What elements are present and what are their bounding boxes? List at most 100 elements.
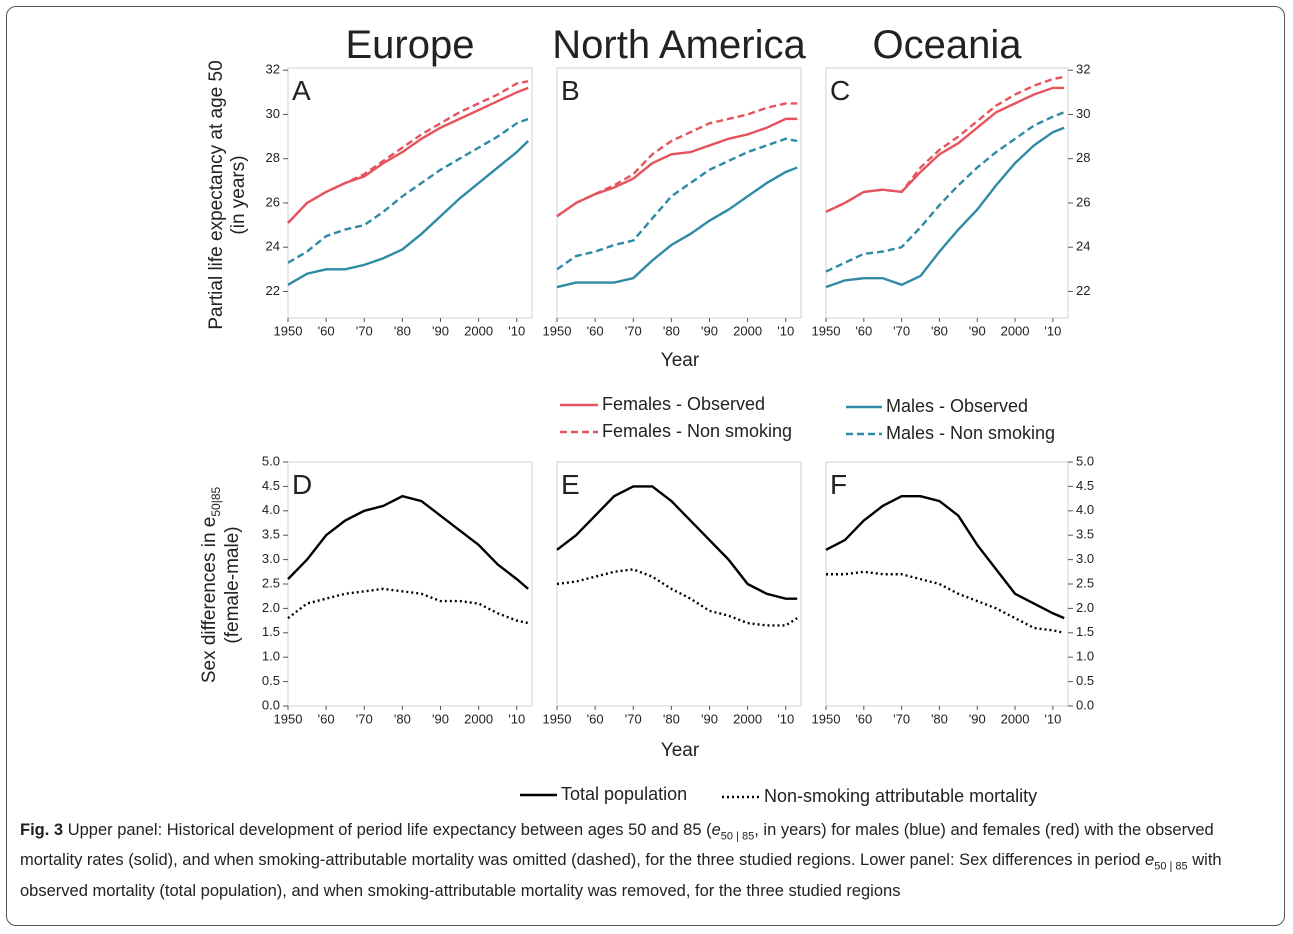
- series-line: [826, 570, 1065, 634]
- plot-border: [825, 67, 1069, 319]
- panel-title: North America: [552, 23, 806, 67]
- plot-border: [556, 67, 802, 319]
- panel-title: Europe: [346, 23, 475, 67]
- x-tick-label: '70: [356, 711, 373, 726]
- series-line: [556, 137, 798, 271]
- x-tick-label: '60: [855, 711, 872, 726]
- plot-border: [287, 67, 533, 319]
- series-line: [287, 86, 529, 224]
- y-tick-label: 30: [1076, 106, 1090, 121]
- y-tick-label: 3.0: [262, 551, 280, 566]
- figure-frame: [6, 6, 1285, 926]
- y-tick-label: 2.5: [262, 575, 280, 590]
- x-tick-label: 2000: [464, 323, 493, 338]
- y-axis-label: Partial life expectancy at age 50: [206, 60, 227, 329]
- y-tick-label: 30: [266, 106, 280, 121]
- y-tick-label: 4.5: [1076, 478, 1094, 493]
- y-tick-label: 32: [266, 62, 280, 77]
- x-tick-label: 1950: [812, 323, 841, 338]
- y-tick-label: 4.0: [262, 502, 280, 517]
- y-tick-label: 3.0: [1076, 551, 1094, 566]
- x-tick-label: '60: [318, 711, 335, 726]
- legend-label: Non-smoking attributable mortality: [764, 786, 1037, 806]
- x-tick-label: '70: [893, 711, 910, 726]
- caption-label: Fig. 3: [20, 821, 64, 839]
- caption-text: Upper panel: Historical development of p…: [67, 821, 712, 839]
- x-tick-label: '90: [969, 323, 986, 338]
- y-axis-label: (female-male): [222, 526, 243, 643]
- x-tick-label: '10: [508, 711, 525, 726]
- x-tick-label: '90: [432, 323, 449, 338]
- x-tick-label: '10: [777, 711, 794, 726]
- plot-border: [825, 461, 1069, 707]
- y-tick-label: 1.0: [1076, 649, 1094, 664]
- y-tick-label: 22: [1076, 283, 1090, 298]
- x-tick-label: '10: [777, 323, 794, 338]
- y-axis-label: Sex differences in e50|85: [199, 487, 223, 684]
- caption: Fig. 3 Upper panel: Historical developme…: [20, 818, 1275, 903]
- series-line: [825, 126, 1065, 289]
- y-tick-label: 1.0: [262, 649, 280, 664]
- caption-subscript: 50 | 85: [1154, 860, 1188, 873]
- chart: Partial life expectancy at age 50 (in ye…: [199, 23, 1094, 806]
- x-tick-label: '90: [701, 323, 718, 338]
- x-tick-label: '80: [663, 711, 680, 726]
- caption-symbol: e: [1145, 851, 1155, 870]
- series-line: [556, 568, 798, 627]
- panel-label: A: [292, 75, 311, 106]
- x-tick-label: '60: [587, 323, 604, 338]
- x-tick-label: '80: [931, 323, 948, 338]
- series-line: [287, 80, 529, 224]
- y-tick-label: 2.0: [262, 600, 280, 615]
- legend-label: Females - Observed: [602, 394, 765, 414]
- legend-label: Females - Non smoking: [602, 421, 792, 441]
- panel-label: B: [561, 75, 580, 106]
- x-tick-label: '80: [931, 711, 948, 726]
- series-line: [556, 485, 798, 600]
- series-line: [825, 75, 1065, 213]
- x-tick-label: '80: [394, 323, 411, 338]
- y-tick-label: 1.5: [1076, 624, 1094, 639]
- y-axis-label: (in years): [228, 155, 249, 234]
- x-tick-label: '80: [663, 323, 680, 338]
- y-tick-label: 22: [266, 283, 280, 298]
- legend-label: Males - Observed: [886, 396, 1028, 416]
- y-tick-label: 5.0: [262, 453, 280, 468]
- y-axis-label-text: Sex differences in e: [199, 517, 220, 684]
- series-line: [556, 117, 798, 218]
- x-tick-label: 2000: [1001, 323, 1030, 338]
- series-line: [825, 494, 1065, 620]
- series-line: [287, 494, 529, 590]
- x-tick-label: '70: [893, 323, 910, 338]
- panel-title: Oceania: [873, 23, 1023, 67]
- panel-label: D: [292, 469, 312, 500]
- y-tick-label: 28: [266, 150, 280, 165]
- x-tick-label: '80: [394, 711, 411, 726]
- caption-symbol: e: [711, 821, 721, 839]
- y-tick-label: 2.0: [1076, 600, 1094, 615]
- x-tick-label: 1950: [274, 711, 303, 726]
- x-tick-label: '60: [855, 323, 872, 338]
- x-tick-label: '10: [508, 323, 525, 338]
- x-tick-label: '90: [701, 711, 718, 726]
- panel-label: E: [561, 469, 580, 500]
- x-tick-label: 2000: [464, 711, 493, 726]
- y-tick-label: 1.5: [262, 624, 280, 639]
- y-tick-label: 28: [1076, 150, 1090, 165]
- series-line: [556, 102, 798, 218]
- y-tick-label: 0.5: [262, 673, 280, 688]
- x-axis-label: Year: [661, 350, 700, 371]
- legend-label: Males - Non smoking: [886, 423, 1055, 443]
- y-tick-label: 4.0: [1076, 502, 1094, 517]
- y-tick-label: 26: [266, 194, 280, 209]
- y-tick-label: 26: [1076, 194, 1090, 209]
- x-tick-label: 1950: [274, 323, 303, 338]
- x-tick-label: 1950: [812, 711, 841, 726]
- x-tick-label: '60: [587, 711, 604, 726]
- y-tick-label: 0.0: [1076, 697, 1094, 712]
- x-tick-label: '90: [969, 711, 986, 726]
- y-tick-label: 24: [1076, 239, 1090, 254]
- x-tick-label: '70: [625, 323, 642, 338]
- x-tick-label: 2000: [733, 323, 762, 338]
- panel-label: C: [830, 75, 850, 106]
